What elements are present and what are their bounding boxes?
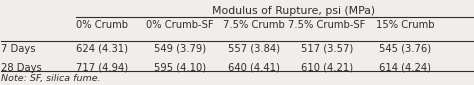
- Text: 0% Crumb: 0% Crumb: [76, 20, 128, 30]
- Text: 28 Days: 28 Days: [0, 63, 41, 73]
- Text: 624 (4.31): 624 (4.31): [76, 44, 128, 54]
- Text: 549 (3.79): 549 (3.79): [154, 44, 206, 54]
- Text: 7.5% Crumb-SF: 7.5% Crumb-SF: [288, 20, 365, 30]
- Text: 517 (3.57): 517 (3.57): [301, 44, 353, 54]
- Text: Modulus of Rupture, psi (MPa): Modulus of Rupture, psi (MPa): [212, 6, 375, 16]
- Text: 717 (4.94): 717 (4.94): [76, 63, 128, 73]
- Text: 640 (4.41): 640 (4.41): [228, 63, 280, 73]
- Text: 595 (4.10): 595 (4.10): [154, 63, 206, 73]
- Text: 545 (3.76): 545 (3.76): [379, 44, 431, 54]
- Text: 0% Crumb-SF: 0% Crumb-SF: [146, 20, 214, 30]
- Text: 7 Days: 7 Days: [0, 44, 35, 54]
- Text: 614 (4.24): 614 (4.24): [379, 63, 431, 73]
- Text: 610 (4.21): 610 (4.21): [301, 63, 353, 73]
- Text: 15% Crumb: 15% Crumb: [375, 20, 434, 30]
- Text: 7.5% Crumb: 7.5% Crumb: [223, 20, 284, 30]
- Text: Note: SF, silica fume.: Note: SF, silica fume.: [0, 74, 100, 83]
- Text: 557 (3.84): 557 (3.84): [228, 44, 280, 54]
